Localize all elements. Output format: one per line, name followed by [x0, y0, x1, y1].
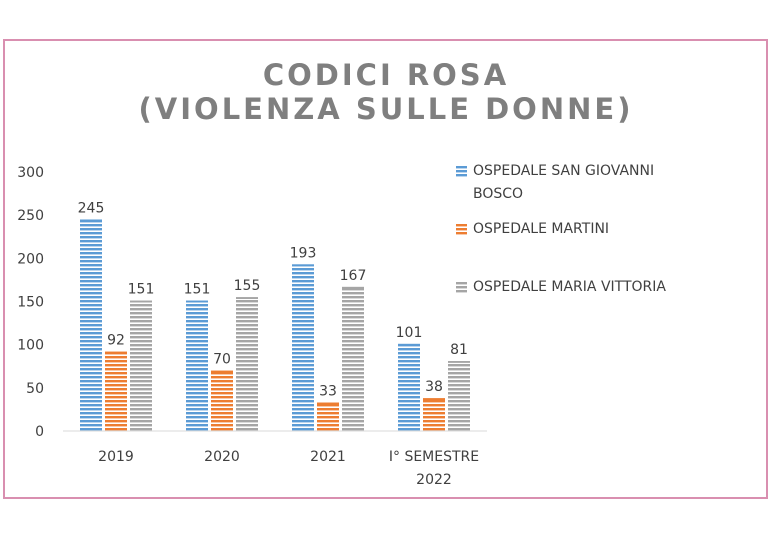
data-label: 101	[396, 325, 423, 341]
bar	[448, 361, 470, 431]
data-label: 193	[290, 245, 317, 261]
x-axis-labels: 2019 2020 2021 I° SEMESTRE 2022	[98, 449, 479, 488]
bar	[105, 351, 127, 431]
bar-top-edge	[292, 264, 314, 267]
data-label: 245	[78, 200, 105, 216]
bar-top-edge	[342, 286, 364, 289]
y-tick-label: 100	[17, 338, 44, 354]
y-axis-labels: 0 50 100 150 200 250 300	[17, 165, 44, 440]
y-tick-label: 300	[17, 165, 44, 181]
bar-top-edge	[211, 370, 233, 373]
bar	[186, 300, 208, 431]
x-tick-label: 2020	[204, 449, 240, 465]
bar	[423, 398, 445, 431]
data-label: 70	[213, 352, 231, 368]
x-tick-label: 2021	[310, 449, 346, 465]
bar-top-edge	[236, 297, 258, 299]
bar	[211, 370, 233, 431]
bar-top-edge	[423, 398, 445, 400]
legend-label: OSPEDALE SAN GIOVANNI BOSCO	[473, 163, 655, 202]
y-tick-label: 250	[17, 208, 44, 224]
data-label: 81	[450, 342, 468, 358]
data-label: 151	[184, 282, 211, 298]
chart-title: CODICI ROSA (VIOLENZA SULLE DONNE)	[0, 58, 772, 126]
legend-label: OSPEDALE MARTINI	[473, 221, 610, 237]
legend-swatch	[456, 166, 467, 177]
y-tick-label: 150	[17, 295, 44, 311]
bar	[342, 286, 364, 431]
x-tick-label: I° SEMESTRE	[389, 449, 479, 465]
y-tick-label: 200	[17, 251, 44, 267]
y-tick-label: 50	[26, 381, 44, 397]
bar-top-edge	[80, 219, 102, 222]
data-label: 33	[319, 384, 337, 400]
data-label: 167	[340, 268, 367, 284]
legend-item: OSPEDALE MARTINI	[456, 218, 703, 241]
bar-top-edge	[186, 300, 208, 303]
legend-item: OSPEDALE SAN GIOVANNI BOSCO	[456, 160, 703, 206]
data-label: 92	[107, 333, 125, 349]
data-label: 155	[234, 278, 261, 294]
bar	[292, 264, 314, 431]
chart-title-line-1: CODICI ROSA	[262, 58, 510, 92]
chart-title-line-2: (VIOLENZA SULLE DONNE)	[138, 92, 634, 127]
bar	[130, 300, 152, 431]
legend-swatch	[456, 282, 467, 293]
bars	[80, 219, 470, 431]
y-tick-label: 0	[35, 424, 44, 440]
legend-item: OSPEDALE MARIA VITTORIA	[456, 276, 703, 299]
legend-label: OSPEDALE MARIA VITTORIA	[473, 279, 666, 295]
bar-top-edge	[317, 402, 339, 405]
x-tick-label: 2019	[98, 449, 134, 465]
data-label: 38	[425, 379, 443, 395]
bar	[236, 297, 258, 431]
data-label: 151	[128, 282, 155, 298]
legend-swatch	[456, 224, 467, 235]
bar	[317, 402, 339, 431]
bar	[398, 343, 420, 431]
x-tick-label: 2022	[416, 472, 452, 488]
bar-top-edge	[398, 343, 420, 346]
bar-top-edge	[448, 361, 470, 363]
bar	[80, 219, 102, 431]
bar-top-edge	[130, 300, 152, 303]
data-labels: 245 92 151 151 70 155 193 33 167 101 38 81	[78, 200, 468, 399]
bar-top-edge	[105, 351, 127, 354]
